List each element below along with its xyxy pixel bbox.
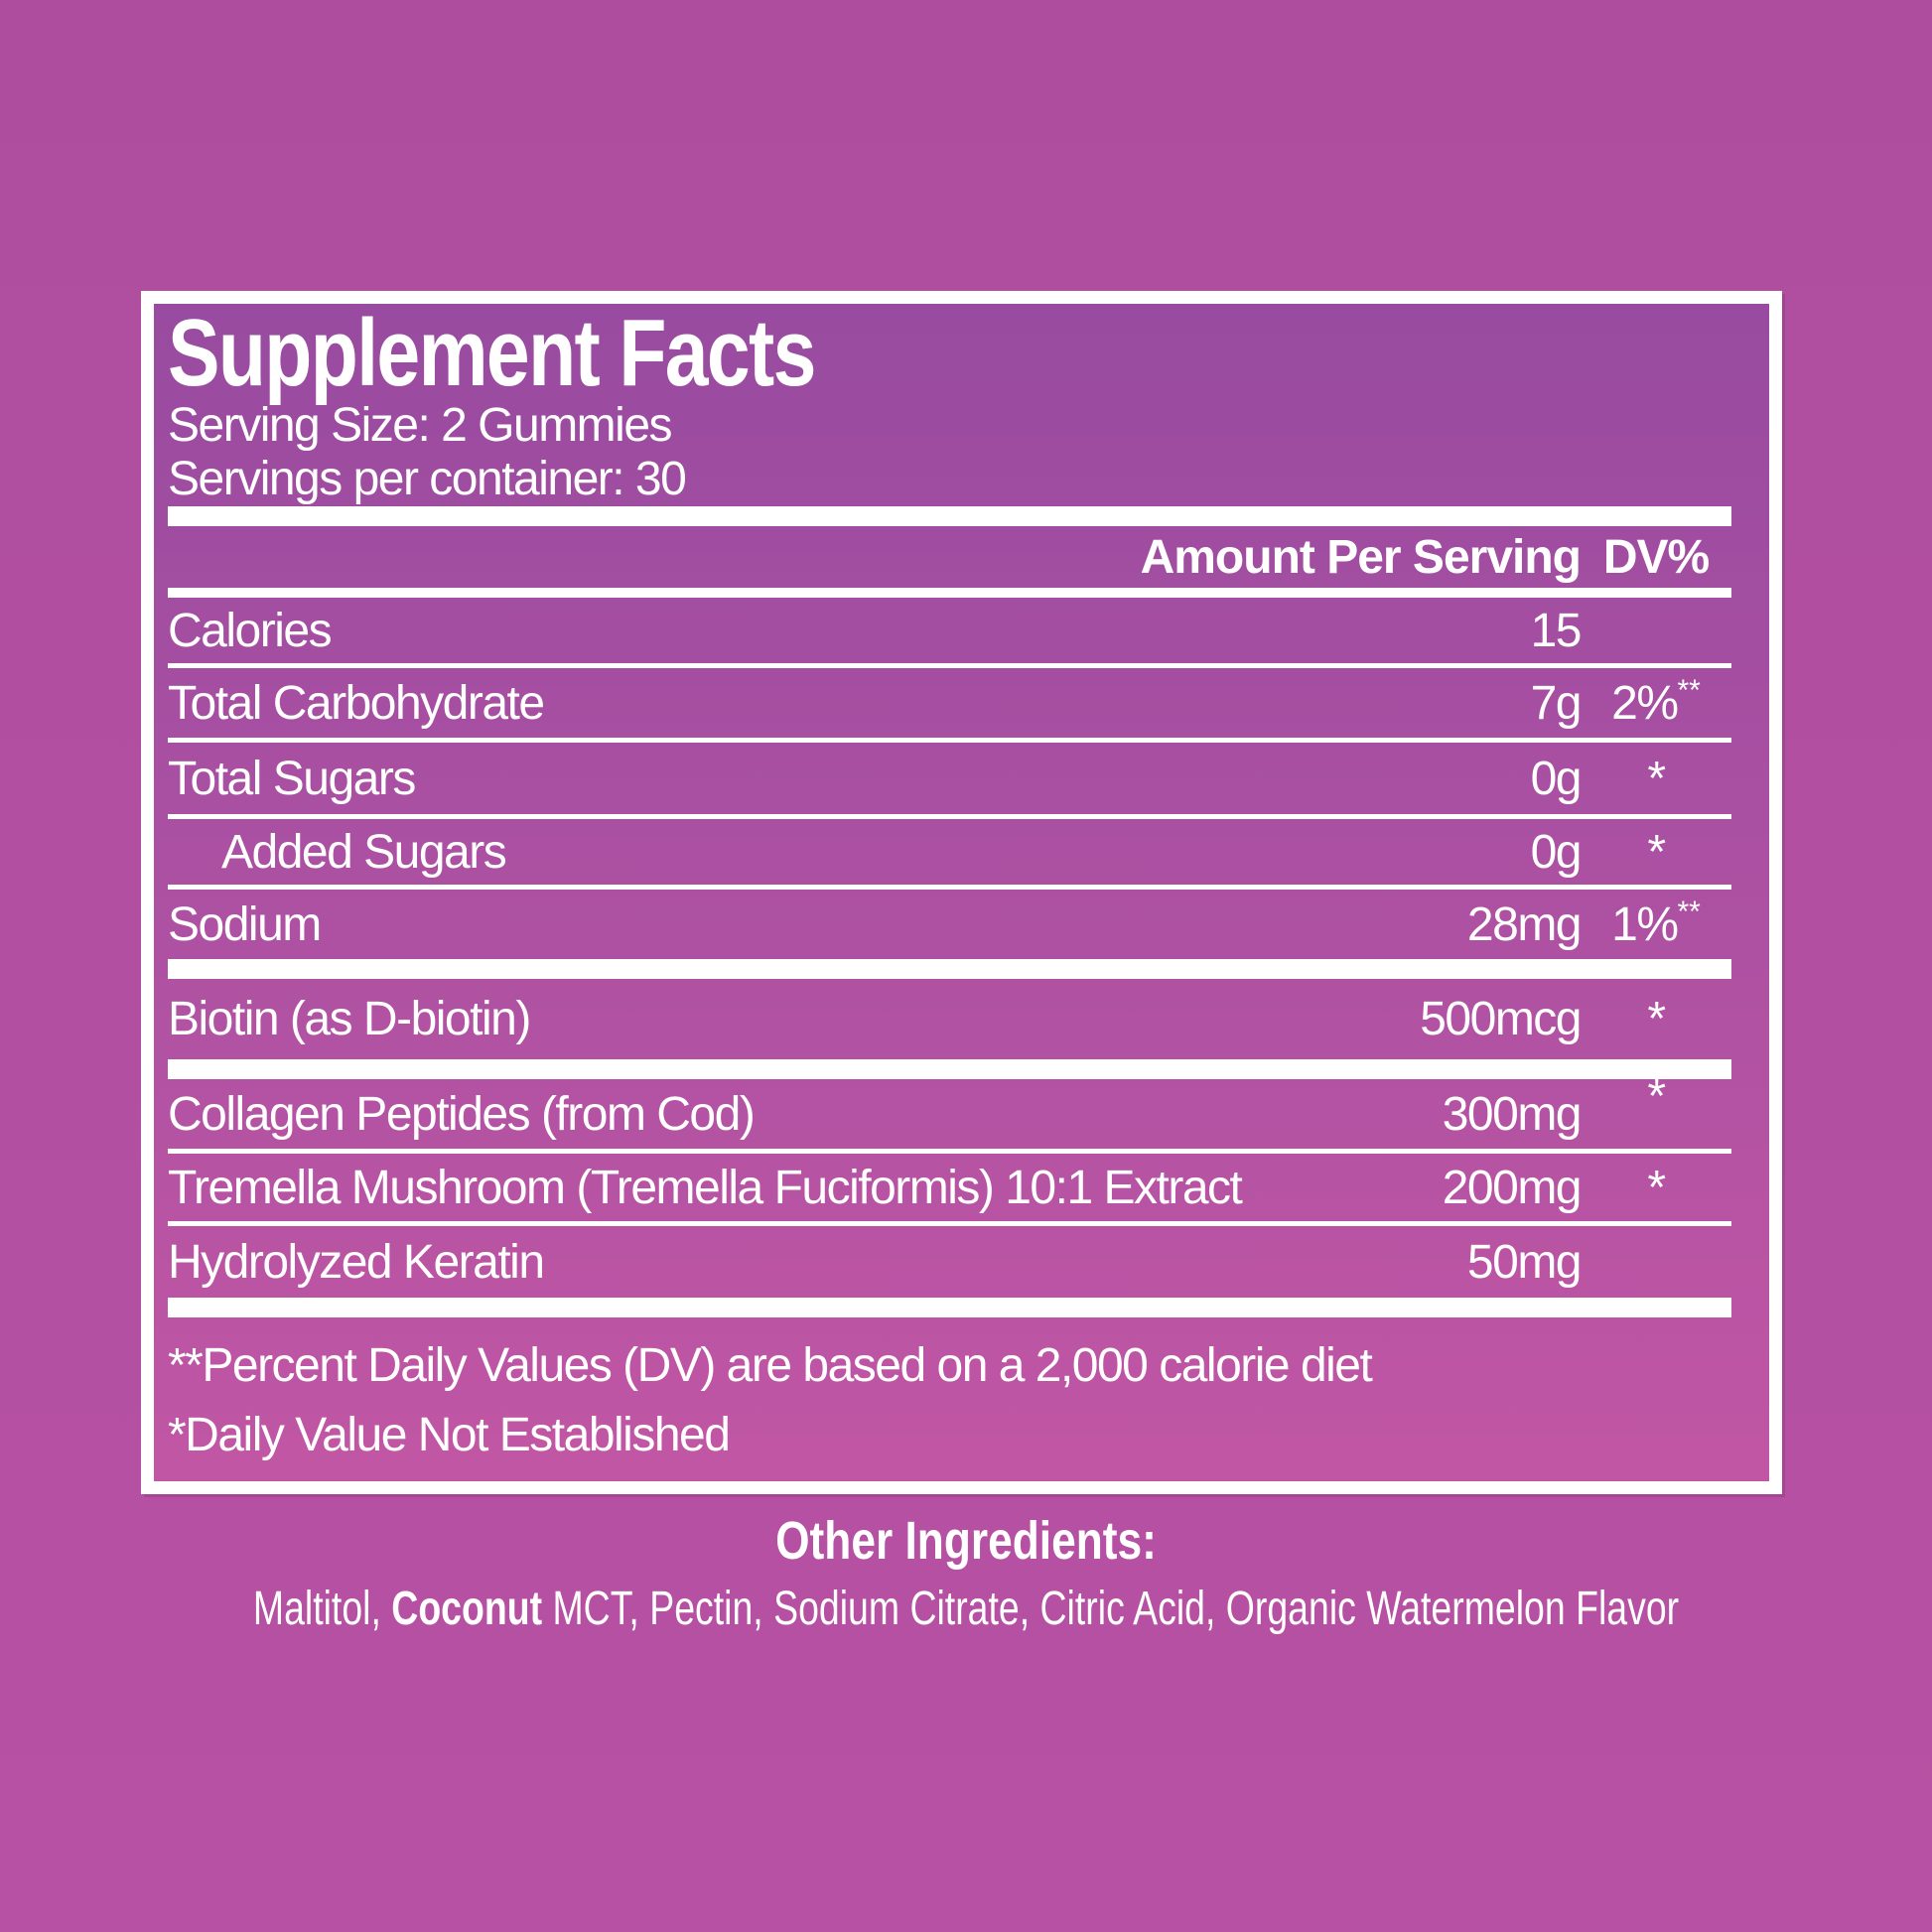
nutrient-amount: 300mg xyxy=(1442,1087,1583,1141)
nutrient-row: Total Carbohydrate 7g 2%** xyxy=(168,668,1731,738)
nutrient-dv: * xyxy=(1581,752,1731,806)
nutrient-row: Sodium 28mg 1%** xyxy=(168,890,1731,959)
dv-value: 2% xyxy=(1611,676,1679,730)
nutrient-dv: 1%** xyxy=(1581,895,1731,952)
nutrient-row: Total Sugars 0g * xyxy=(168,743,1731,814)
servings-per-container-line: Servings per container: 30 xyxy=(168,453,687,505)
dv-superscript: ** xyxy=(1677,895,1701,928)
divider xyxy=(168,959,1731,979)
footnote-not-established: *Daily Value Not Established xyxy=(168,1409,731,1461)
divider xyxy=(168,738,1731,743)
nutrient-amount: 500mcg xyxy=(1420,993,1582,1045)
dv-superscript: ** xyxy=(1677,673,1701,707)
divider xyxy=(168,588,1731,598)
dv-value: * xyxy=(1647,825,1666,879)
dv-value: * xyxy=(1647,1161,1666,1214)
other-ingredients-section: Other Ingredients: Maltitol, Coconut MCT… xyxy=(0,1512,1932,1635)
supplement-facts-panel: Supplement Facts Serving Size: 2 Gummies… xyxy=(141,291,1782,1494)
divider xyxy=(168,1298,1731,1317)
panel-title: Supplement Facts xyxy=(168,300,816,406)
nutrient-dv: * xyxy=(1581,1161,1731,1215)
dv-value: * xyxy=(1647,1069,1666,1123)
nutrient-name: Hydrolyzed Keratin xyxy=(168,1235,545,1289)
nutrient-amount: 200mg xyxy=(1442,1161,1583,1214)
ingredients-part3: MCT, Pectin, Sodium Citrate, Citric Acid… xyxy=(542,1583,1680,1635)
nutrient-name: Collagen Peptides (from Cod) xyxy=(168,1087,756,1141)
nutrient-name: Total Sugars xyxy=(168,752,416,805)
divider xyxy=(168,1149,1731,1154)
nutrient-name: Biotin (as D-biotin) xyxy=(168,993,531,1045)
footnote-dv-basis: **Percent Daily Values (DV) are based on… xyxy=(168,1339,1373,1392)
nutrient-name: Total Carbohydrate xyxy=(168,676,545,730)
nutrient-amount: 7g xyxy=(1530,676,1583,730)
nutrient-amount: 28mg xyxy=(1466,897,1583,951)
divider xyxy=(168,1221,1731,1226)
serving-size-line: Serving Size: 2 Gummies xyxy=(168,399,673,452)
ingredients-part1: Maltitol, xyxy=(252,1583,392,1635)
column-header-amount: Amount Per Serving xyxy=(1140,530,1582,584)
footnotes: **Percent Daily Values (DV) are based on… xyxy=(168,1317,1731,1470)
divider xyxy=(168,1059,1731,1079)
nutrient-dv: * xyxy=(1581,992,1731,1046)
nutrient-row: Collagen Peptides (from Cod) 300mg * xyxy=(168,1070,1731,1149)
nutrient-row: Tremella Mushroom (Tremella Fuciformis) … xyxy=(168,1154,1731,1221)
dv-value: * xyxy=(1647,993,1666,1045)
nutrient-row: Calories 15 xyxy=(168,598,1731,663)
nutrient-amount: 15 xyxy=(1530,604,1583,657)
nutrient-dv: * xyxy=(1581,825,1731,880)
nutrient-name: Sodium xyxy=(168,897,322,951)
other-ingredients-list: Maltitol, Coconut MCT, Pectin, Sodium Ci… xyxy=(212,1584,1720,1635)
nutrient-name: Tremella Mushroom (Tremella Fuciformis) … xyxy=(168,1161,1243,1214)
nutrient-row: Added Sugars 0g * xyxy=(168,819,1731,885)
nutrient-amount: 0g xyxy=(1530,825,1583,879)
nutrient-dv: * xyxy=(1581,1069,1731,1124)
column-header-row: Amount Per Serving DV% xyxy=(168,526,1731,588)
divider xyxy=(168,506,1731,526)
nutrient-amount: 50mg xyxy=(1466,1235,1583,1289)
divider xyxy=(168,885,1731,890)
nutrient-name: Added Sugars xyxy=(221,825,507,879)
other-ingredients-heading: Other Ingredients: xyxy=(775,1511,1157,1571)
nutrient-amount: 0g xyxy=(1530,752,1583,805)
column-header-dv: DV% xyxy=(1602,530,1710,584)
dv-value: 1% xyxy=(1611,897,1679,951)
nutrient-row: Hydrolyzed Keratin 50mg xyxy=(168,1226,1731,1298)
divider xyxy=(168,814,1731,819)
ingredients-coconut-bold: Coconut xyxy=(391,1583,543,1635)
nutrient-row: Biotin (as D-biotin) 500mcg * xyxy=(168,979,1731,1059)
dv-value: * xyxy=(1647,752,1666,805)
divider xyxy=(168,663,1731,668)
nutrient-name: Calories xyxy=(168,604,333,657)
nutrient-dv: 2%** xyxy=(1581,673,1731,731)
